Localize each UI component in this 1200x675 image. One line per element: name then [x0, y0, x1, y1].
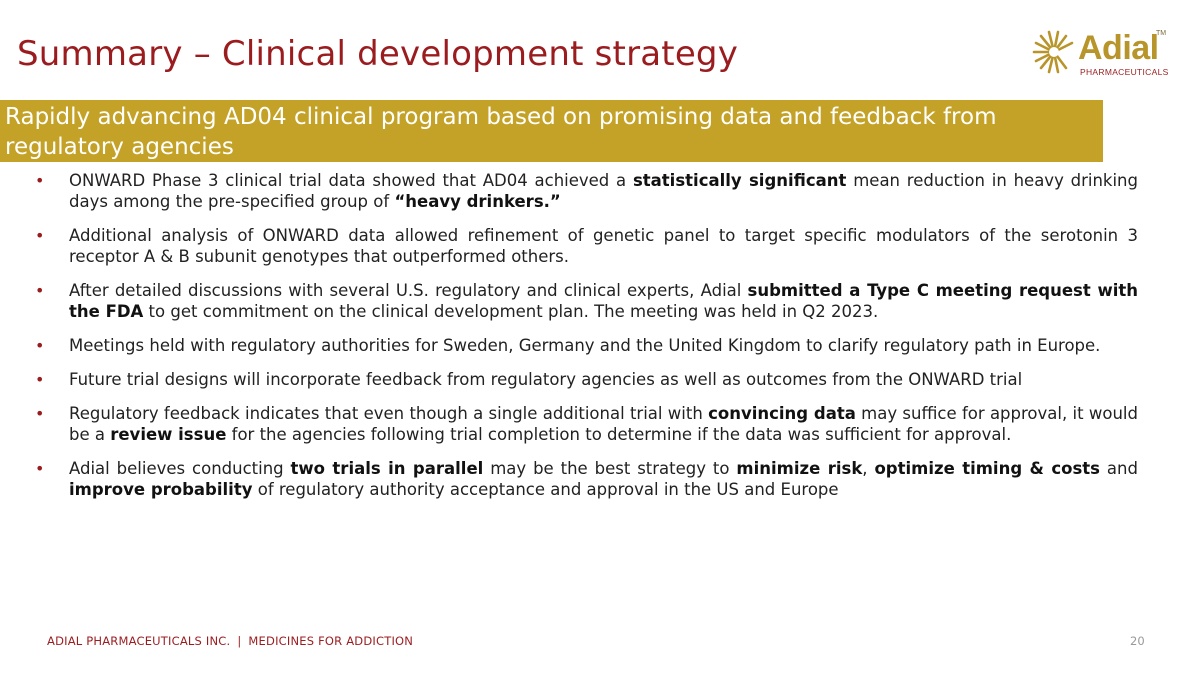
footer-company: ADIAL PHARMACEUTICALS INC. [47, 634, 231, 648]
bullet-emphasis: statistically significant [632, 171, 847, 190]
bullet-emphasis: “heavy drinkers.” [394, 192, 561, 211]
footer-tagline: MEDICINES FOR ADDICTION [248, 634, 414, 648]
sunburst-icon [1032, 30, 1074, 74]
bullet-marker: • [35, 404, 45, 423]
bullet-emphasis: submitted a Type C meeting request with … [69, 281, 1138, 321]
bullet-marker: • [35, 370, 45, 389]
bullet-item: • ONWARD Phase 3 clinical trial data show… [30, 170, 1138, 212]
bullet-emphasis: minimize risk [736, 459, 863, 478]
logo-subtitle: PHARMACEUTICALS [1080, 67, 1169, 77]
bullet-marker: • [35, 459, 45, 478]
bullet-list: • ONWARD Phase 3 clinical trial data show… [30, 170, 1138, 513]
bullet-text: for the agencies following trial complet… [226, 425, 1012, 444]
subtitle-banner: Rapidly advancing AD04 clinical program … [0, 100, 1103, 162]
bullet-item: • Future trial designs will incorporate f… [30, 369, 1138, 390]
bullet-text: After detailed discussions with several … [69, 281, 748, 300]
bullet-item: • Adial believes conducting two trials in… [30, 458, 1138, 500]
bullet-text: Future trial designs will incorporate fe… [69, 370, 1023, 389]
bullet-item: • Meetings held with regulatory authoriti… [30, 335, 1138, 356]
bullet-marker: • [35, 171, 45, 190]
bullet-item: • Regulatory feedback indicates that even… [30, 403, 1138, 445]
bullet-item: • Additional analysis of ONWARD data allo… [30, 225, 1138, 267]
bullet-item: • After detailed discussions with several… [30, 280, 1138, 322]
footer: ADIAL PHARMACEUTICALS INC. | MEDICINES FOR… [47, 634, 413, 648]
bullet-text: mean reduction in heavy drinking days am… [69, 171, 1138, 211]
footer-separator: | [237, 634, 242, 648]
page-number: 20 [1130, 634, 1145, 648]
bullet-emphasis: optimize timing & costs [874, 459, 1100, 478]
bullet-text: , [862, 459, 875, 478]
bullet-text: Additional analysis of ONWARD data allow… [69, 226, 1138, 266]
company-logo: Adial TM PHARMACEUTICALS [1032, 28, 1172, 80]
bullet-text: ONWARD Phase 3 clinical trial data showe… [69, 171, 633, 190]
bullet-text: and [1100, 459, 1138, 478]
bullet-emphasis: two trials in parallel [290, 459, 484, 478]
logo-wordmark: Adial [1078, 29, 1159, 67]
bullet-text: may be the best strategy to [483, 459, 737, 478]
bullet-text: of regulatory authority acceptance and a… [252, 480, 839, 499]
bullet-emphasis: convincing data [708, 404, 856, 423]
bullet-emphasis: review issue [110, 425, 227, 444]
bullet-text: to get commitment on the clinical develo… [143, 302, 879, 321]
bullet-marker: • [35, 336, 45, 355]
bullet-marker: • [35, 281, 45, 300]
bullet-marker: • [35, 226, 45, 245]
slide-title: Summary – Clinical development strategy [17, 34, 739, 74]
logo-trademark: TM [1156, 30, 1167, 37]
bullet-text: Regulatory feedback indicates that even … [69, 404, 709, 423]
banner-text: Rapidly advancing AD04 clinical program … [5, 104, 997, 160]
bullet-text: Meetings held with regulatory authoritie… [69, 336, 1101, 355]
bullet-text: Adial believes conducting [69, 459, 291, 478]
bullet-text: may suffice for approval, it would be a [69, 404, 1138, 444]
bullet-emphasis: improve probability [69, 480, 253, 499]
